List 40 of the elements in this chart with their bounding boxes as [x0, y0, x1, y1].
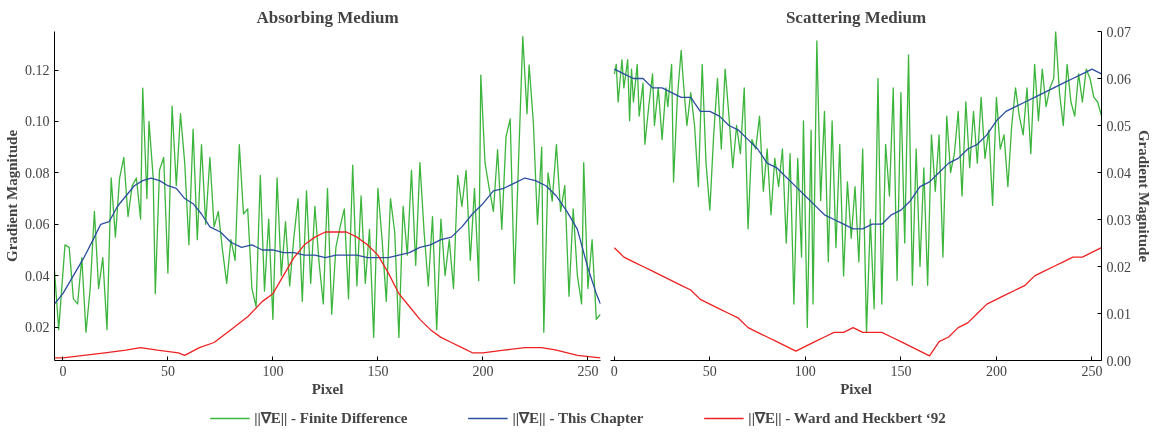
legend-label: ||∇E|| - Ward and Heckbert ‘92 — [748, 409, 946, 427]
x-tick-label: 150 — [890, 363, 912, 379]
y-tick-label: 0.01 — [1106, 306, 1131, 322]
x-tick-label: 100 — [794, 363, 816, 379]
x-tick-label: 250 — [1081, 363, 1103, 379]
y-tick-label: 0.05 — [1106, 118, 1131, 134]
line-series — [613, 68, 1102, 230]
x-tick-label: 200 — [472, 363, 494, 379]
y-tick-label: 0.12 — [25, 63, 50, 79]
x-tick-label: 100 — [262, 363, 284, 379]
line-series — [613, 247, 1102, 357]
x-tick-label: 250 — [577, 363, 599, 379]
y-tick-label: 0.02 — [25, 320, 50, 336]
x-axis-title: Pixel — [311, 380, 344, 397]
legend-label: ||∇E|| - This Chapter — [512, 409, 644, 427]
y-axis-title: Gradient Magnitude — [4, 129, 20, 263]
x-tick-label: 200 — [985, 363, 1007, 379]
chart-title: Scattering Medium — [785, 7, 927, 27]
legend-label: ||∇E|| - Finite Difference — [254, 409, 408, 427]
y-tick-label: 0.07 — [1106, 24, 1131, 40]
y-tick-label: 0.02 — [1106, 259, 1131, 275]
y-tick-label: 0.06 — [25, 217, 50, 233]
x-tick-label: 0 — [610, 363, 618, 379]
x-tick-label: 50 — [160, 363, 175, 379]
x-tick-label: 150 — [367, 363, 389, 379]
y-tick-label: 0.04 — [1106, 165, 1131, 181]
line-series — [54, 177, 601, 305]
y-tick-label: 0.03 — [1106, 212, 1131, 228]
y-axis-title: Gradient Magnitude — [1136, 129, 1152, 263]
x-axis-title: Pixel — [840, 380, 872, 397]
y-tick-label: 0.00 — [1106, 353, 1131, 369]
y-tick-label: 0.10 — [25, 114, 50, 130]
y-tick-label: 0.06 — [1106, 71, 1131, 87]
x-tick-label: 0 — [59, 363, 67, 379]
line-series — [54, 35, 601, 339]
x-tick-label: 50 — [702, 363, 717, 379]
y-tick-label: 0.08 — [25, 165, 50, 181]
line-series — [613, 31, 1102, 333]
y-tick-label: 0.04 — [25, 268, 50, 284]
chart-title: Absorbing Medium — [256, 7, 399, 27]
